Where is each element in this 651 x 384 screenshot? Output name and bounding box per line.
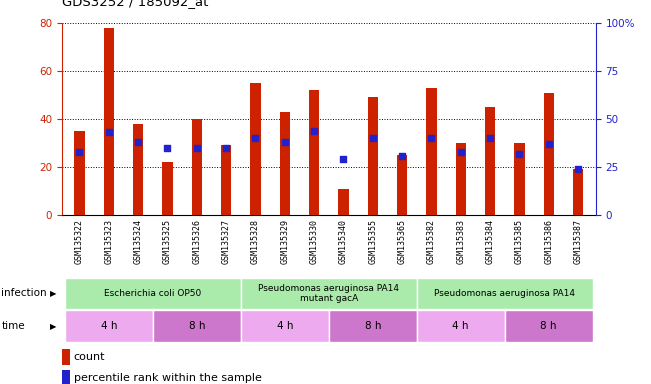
Bar [309, 90, 319, 215]
Bar [426, 88, 437, 215]
Text: GSM135387: GSM135387 [574, 219, 583, 264]
Bar [456, 143, 466, 215]
Text: GSM135325: GSM135325 [163, 219, 172, 264]
Point [279, 139, 290, 145]
Text: 4 h: 4 h [452, 321, 469, 331]
Point [368, 135, 378, 141]
Bar [221, 146, 231, 215]
Bar [62, 349, 70, 365]
Text: time: time [1, 321, 25, 331]
Text: GSM135386: GSM135386 [544, 219, 553, 264]
Text: 4 h: 4 h [100, 321, 117, 331]
Text: GSM135382: GSM135382 [427, 219, 436, 264]
Text: Pseudomonas aeruginosa PA14: Pseudomonas aeruginosa PA14 [434, 289, 575, 298]
Point [573, 166, 583, 172]
Text: 8 h: 8 h [540, 321, 557, 331]
Point [104, 129, 114, 136]
Text: GSM135330: GSM135330 [310, 219, 318, 264]
Bar [368, 98, 378, 215]
Bar [62, 370, 70, 384]
Point [191, 145, 202, 151]
Bar [329, 310, 417, 342]
Text: infection: infection [1, 288, 47, 298]
Point [485, 135, 495, 141]
Text: 8 h: 8 h [365, 321, 381, 331]
Bar [74, 131, 85, 215]
Text: GDS3252 / 185092_at: GDS3252 / 185092_at [62, 0, 208, 8]
Bar [514, 143, 525, 215]
Text: percentile rank within the sample: percentile rank within the sample [74, 373, 262, 383]
Point [397, 152, 408, 159]
Point [162, 145, 173, 151]
Point [544, 141, 554, 147]
Bar [162, 162, 173, 215]
Point [133, 139, 143, 145]
Text: GSM135327: GSM135327 [221, 219, 230, 264]
Text: ▶: ▶ [50, 289, 57, 298]
Point [221, 145, 231, 151]
Bar [65, 310, 153, 342]
Point [514, 151, 525, 157]
Text: GSM135328: GSM135328 [251, 219, 260, 264]
Text: GSM135383: GSM135383 [456, 219, 465, 264]
Text: GSM135365: GSM135365 [398, 219, 407, 264]
Bar [505, 310, 592, 342]
Point [74, 149, 85, 155]
Text: GSM135384: GSM135384 [486, 219, 495, 264]
Text: GSM135324: GSM135324 [133, 219, 143, 264]
Bar [417, 278, 592, 309]
Point [339, 156, 349, 162]
Bar [104, 28, 114, 215]
Text: GSM135329: GSM135329 [281, 219, 289, 264]
Bar [133, 124, 143, 215]
Bar [573, 169, 583, 215]
Text: 4 h: 4 h [277, 321, 293, 331]
Text: ▶: ▶ [50, 321, 57, 331]
Text: Escherichia coli OP50: Escherichia coli OP50 [104, 289, 201, 298]
Bar [485, 107, 495, 215]
Text: count: count [74, 352, 105, 362]
Point [426, 135, 437, 141]
Bar [241, 278, 417, 309]
Text: GSM135322: GSM135322 [75, 219, 84, 264]
Bar [241, 310, 329, 342]
Point [456, 149, 466, 155]
Bar [65, 278, 241, 309]
Text: 8 h: 8 h [189, 321, 205, 331]
Point [309, 127, 319, 134]
Bar [250, 83, 260, 215]
Text: GSM135340: GSM135340 [339, 219, 348, 264]
Text: GSM135355: GSM135355 [368, 219, 377, 264]
Text: GSM135326: GSM135326 [192, 219, 201, 264]
Bar [191, 119, 202, 215]
Bar [397, 155, 408, 215]
Bar [153, 310, 241, 342]
Text: GSM135385: GSM135385 [515, 219, 524, 264]
Bar [339, 189, 348, 215]
Bar [544, 93, 554, 215]
Point [250, 135, 260, 141]
Text: GSM135323: GSM135323 [104, 219, 113, 264]
Bar [417, 310, 505, 342]
Text: Pseudomonas aeruginosa PA14
mutant gacA: Pseudomonas aeruginosa PA14 mutant gacA [258, 284, 399, 303]
Bar [280, 112, 290, 215]
